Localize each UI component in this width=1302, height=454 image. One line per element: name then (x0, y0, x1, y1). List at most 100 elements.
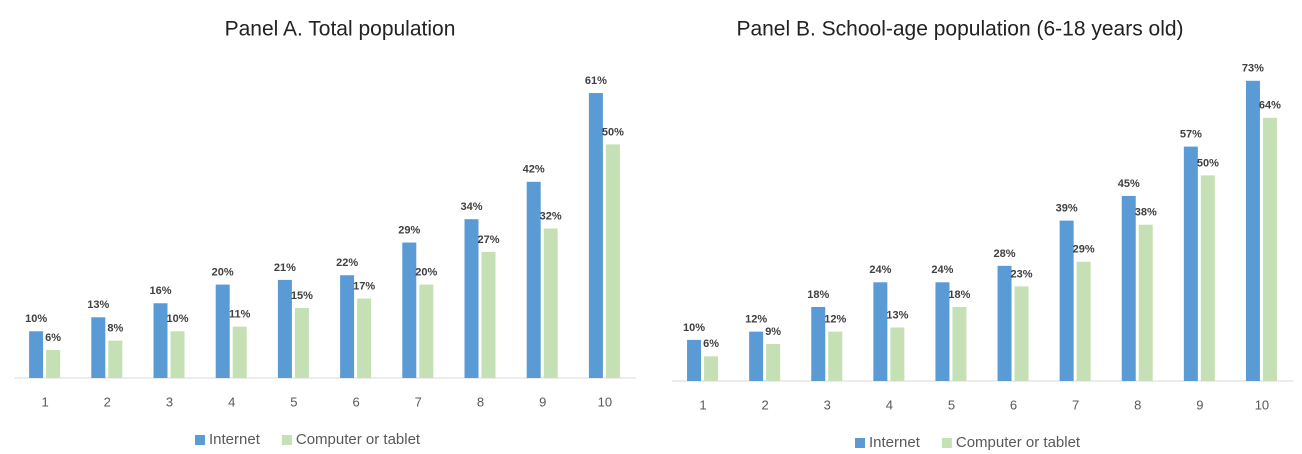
value-label: 20% (212, 266, 234, 278)
value-label: 29% (398, 224, 420, 236)
legend-swatch (855, 438, 865, 448)
bar (605, 144, 620, 378)
bar (1014, 286, 1029, 381)
legend-label: Internet (869, 434, 921, 451)
legend-swatch (281, 435, 292, 445)
value-label: 34% (460, 201, 482, 213)
value-label: 73% (1242, 63, 1264, 75)
bar (153, 303, 168, 378)
bar (1200, 175, 1215, 381)
legend-swatch (941, 438, 952, 448)
bar (543, 228, 558, 378)
value-label: 20% (415, 266, 437, 278)
bar (1076, 261, 1091, 381)
bar (91, 317, 106, 378)
bar (402, 242, 417, 378)
x-tick-label: 8 (1134, 397, 1141, 412)
value-label: 6% (45, 332, 61, 344)
bar (215, 284, 230, 378)
bar (419, 284, 434, 378)
bar (1245, 80, 1260, 381)
legend-label: Computer or tablet (296, 431, 421, 448)
x-tick-label: 9 (539, 394, 546, 409)
x-tick-label: 8 (477, 394, 484, 409)
x-tick-label: 7 (415, 394, 422, 409)
value-label: 15% (291, 290, 313, 302)
x-tick-label: 3 (824, 397, 831, 412)
value-label: 45% (1118, 178, 1140, 190)
x-tick-label: 2 (762, 397, 769, 412)
bar (1183, 146, 1198, 381)
legend-label: Computer or tablet (956, 434, 1081, 451)
value-label: 21% (274, 262, 296, 274)
x-tick-label: 4 (886, 397, 893, 412)
chart-title: Panel A. Total population (225, 18, 456, 41)
value-label: 57% (1180, 128, 1202, 140)
value-label: 24% (931, 264, 953, 276)
bar (766, 343, 781, 381)
bar (1121, 195, 1136, 381)
value-label: 12% (824, 314, 846, 326)
value-label: 38% (1135, 207, 1157, 219)
bar (828, 331, 843, 381)
x-tick-label: 4 (228, 394, 235, 409)
value-label: 17% (353, 280, 375, 292)
x-tick-label: 7 (1072, 397, 1079, 412)
value-label: 27% (477, 234, 499, 246)
value-label: 28% (994, 248, 1016, 260)
bar (588, 93, 603, 379)
value-label: 39% (1056, 203, 1078, 215)
x-tick-label: 2 (104, 394, 111, 409)
bar (170, 331, 185, 378)
bar (1059, 220, 1074, 381)
value-label: 10% (166, 313, 188, 325)
value-label: 23% (1011, 268, 1033, 280)
bar (481, 251, 496, 378)
value-label: 8% (107, 323, 123, 335)
bar (294, 307, 309, 378)
value-label: 42% (523, 164, 545, 176)
bar (1138, 224, 1153, 381)
x-tick-label: 9 (1196, 397, 1203, 412)
value-label: 13% (87, 299, 109, 311)
value-label: 18% (948, 289, 970, 301)
value-label: 10% (25, 313, 47, 325)
value-label: 12% (745, 314, 767, 326)
bar (357, 298, 372, 378)
chart-title: Panel B. School-age population (6-18 yea… (736, 18, 1183, 41)
x-tick-label: 5 (948, 397, 955, 412)
value-label: 32% (540, 210, 562, 222)
bar (526, 181, 541, 378)
bar (1262, 117, 1277, 382)
x-tick-label: 1 (699, 397, 706, 412)
bar (277, 279, 292, 378)
value-label: 50% (602, 126, 624, 138)
x-tick-label: 5 (290, 394, 297, 409)
bar (340, 275, 355, 378)
bar (811, 306, 826, 381)
x-tick-label: 3 (166, 394, 173, 409)
x-tick-label: 1 (41, 394, 48, 409)
bar (952, 306, 967, 381)
bar (704, 356, 719, 381)
bar (687, 339, 702, 381)
value-label: 6% (703, 338, 719, 350)
bar (935, 282, 950, 381)
bar (29, 331, 44, 378)
value-label: 10% (683, 322, 705, 334)
legend-swatch (195, 435, 205, 445)
value-label: 11% (229, 309, 251, 321)
value-label: 18% (807, 289, 829, 301)
x-tick-label: 10 (1255, 397, 1269, 412)
bar (749, 331, 764, 381)
value-label: 22% (336, 257, 358, 269)
legend-label: Internet (209, 431, 261, 448)
bar (232, 326, 247, 378)
value-label: 50% (1197, 157, 1219, 169)
x-tick-label: 6 (352, 394, 359, 409)
value-label: 61% (585, 75, 607, 87)
bar (108, 340, 123, 378)
bar (873, 282, 888, 381)
value-label: 64% (1259, 100, 1281, 112)
